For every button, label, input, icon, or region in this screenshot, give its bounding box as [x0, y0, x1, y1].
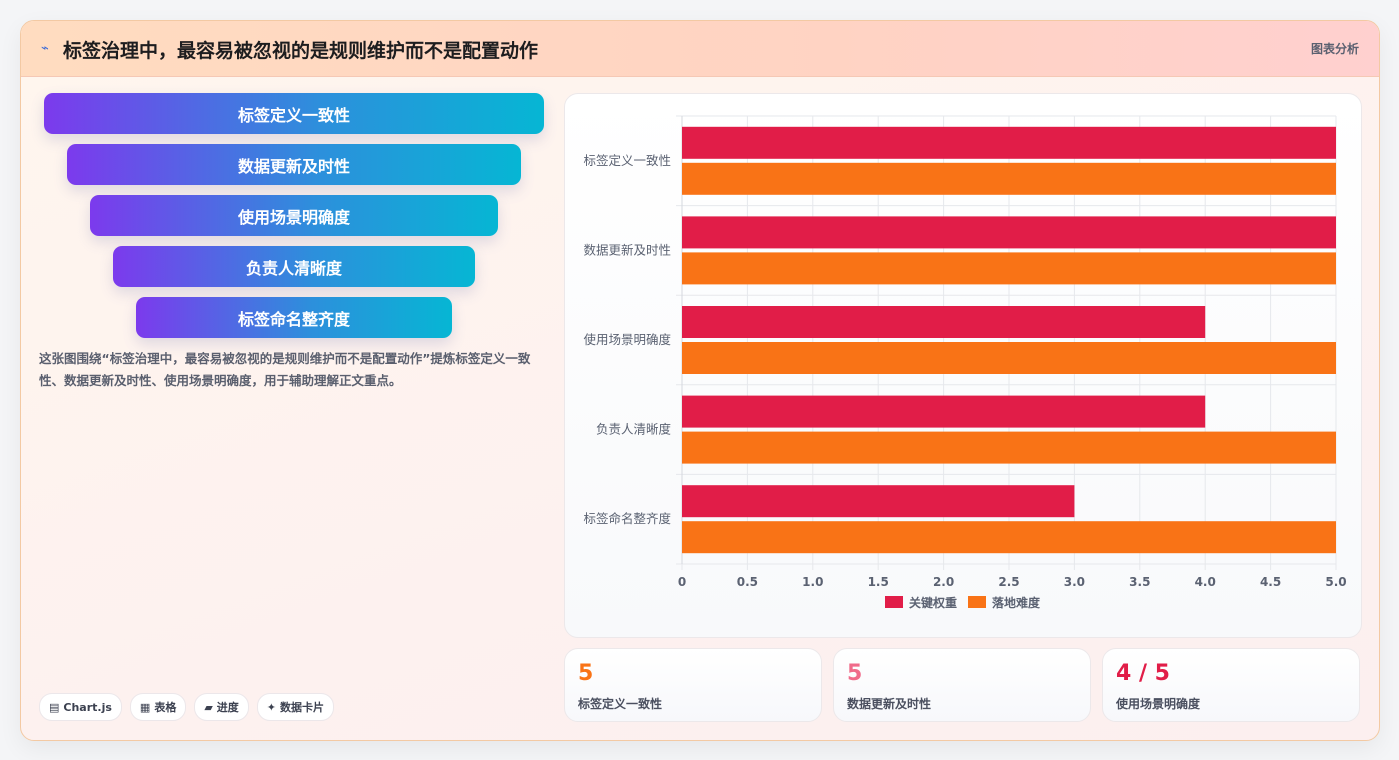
y-tick-label: 标签命名整齐度	[583, 511, 671, 526]
chip-table[interactable]: ▦ 表格	[129, 693, 187, 721]
stat-value: 4 / 5	[1116, 661, 1170, 686]
chart-analysis-tag: 图表分析	[1310, 42, 1359, 56]
funnel-step-label: 数据更新及时性	[237, 156, 350, 176]
y-tick-label: 数据更新及时性	[583, 242, 671, 257]
bar-key-weight	[682, 395, 1206, 428]
progress-icon: ▰	[204, 700, 213, 714]
x-tick-label: 1.0	[802, 575, 823, 589]
x-tick-label: 1.5	[868, 575, 889, 589]
funnel-step-label: 负责人清晰度	[245, 258, 342, 278]
stat-card-3: 4 / 5 使用场景明确度	[1102, 648, 1360, 722]
chip-label: 进度	[216, 701, 239, 714]
x-tick-label: 0	[678, 575, 686, 589]
bar-chart: 0 0.5 1.0 1.5 2.0 2.5 3.0 3.5 4.0 4.5 5.0 标签定义一致性数据…	[583, 115, 1347, 610]
chip-label: 表格	[154, 701, 177, 714]
bar-key-weight	[682, 216, 1336, 249]
funnel-step-5: 标签命名整齐度	[136, 297, 452, 338]
bar-key-weight	[682, 485, 1075, 518]
funnel-step-label: 使用场景明确度	[237, 207, 350, 227]
main-card: ⌁ 标签治理中，最容易被忽视的是规则维护而不是配置动作 图表分析 标签定义一致性…	[20, 20, 1380, 741]
pulse-icon: ⌁	[41, 41, 49, 56]
chart-description: 这张图围绕“标签治理中，最容易被忽视的是规则维护而不是配置动作”提炼标签定义一致…	[39, 351, 531, 388]
sparkle-icon: ✦	[266, 700, 277, 714]
bar-key-weight	[682, 306, 1206, 338]
x-tick-label: 0.5	[737, 575, 758, 589]
funnel-step-4: 负责人清晰度	[113, 246, 475, 287]
funnel-step-3: 使用场景明确度	[90, 195, 498, 236]
chip-label: 数据卡片	[280, 701, 325, 714]
stat-label: 使用场景明确度	[1116, 697, 1201, 711]
y-tick-label: 标签定义一致性	[583, 153, 671, 168]
bar-difficulty	[682, 162, 1336, 195]
legend-label: 落地难度	[992, 595, 1041, 610]
bar-difficulty	[682, 521, 1336, 554]
stat-label: 数据更新及时性	[847, 697, 932, 711]
funnel-step-label: 标签定义一致性	[237, 105, 350, 125]
page-title: 标签治理中，最容易被忽视的是规则维护而不是配置动作	[63, 40, 539, 62]
chip-data-card[interactable]: ✦ 数据卡片	[256, 693, 335, 721]
chart-panel: 0 0.5 1.0 1.5 2.0 2.5 3.0 3.5 4.0 4.5 5.0 标签定义一致性 数据…	[564, 93, 1362, 638]
header-bar: ⌁ 标签治理中，最容易被忽视的是规则维护而不是配置动作 图表分析	[21, 21, 1379, 77]
x-tick-label: 4.5	[1260, 575, 1281, 589]
x-tick-label: 2.5	[998, 575, 1019, 589]
table-icon: ▦	[139, 700, 151, 714]
y-tick-label: 负责人清晰度	[596, 422, 672, 437]
chip-label: Chart.js	[63, 700, 112, 714]
bar-key-weight	[682, 126, 1336, 159]
stat-label: 标签定义一致性	[578, 697, 663, 711]
x-tick-label: 5.0	[1325, 575, 1346, 589]
chip-chartjs[interactable]: ▤ Chart.js	[39, 693, 122, 721]
funnel-step-1: 标签定义一致性	[44, 93, 544, 134]
x-tick-label: 4.0	[1195, 575, 1216, 589]
legend-swatch	[968, 596, 986, 608]
x-tick-label: 3.0	[1064, 575, 1085, 589]
stat-value: 5	[847, 661, 863, 686]
stat-card-2: 5 数据更新及时性	[833, 648, 1091, 722]
y-tick-label: 使用场景明确度	[583, 332, 671, 347]
x-tick-label: 3.5	[1129, 575, 1150, 589]
stat-value: 5	[578, 661, 594, 686]
chart-icon: ▤	[49, 700, 60, 714]
legend-label: 关键权重	[909, 595, 957, 610]
bar-difficulty	[682, 252, 1336, 285]
bar-difficulty	[682, 342, 1336, 374]
legend-swatch	[885, 596, 903, 608]
feature-chips: ▤ Chart.js ▦ 表格 ▰ 进度 ✦ 数据卡片	[39, 693, 335, 721]
x-tick-label: 2.0	[933, 575, 954, 589]
bar-difficulty	[682, 431, 1336, 464]
stat-card-1: 5 标签定义一致性	[564, 648, 822, 722]
chip-progress[interactable]: ▰ 进度	[194, 693, 249, 721]
funnel-step-label: 标签命名整齐度	[237, 309, 350, 329]
funnel-step-2: 数据更新及时性	[67, 144, 521, 185]
